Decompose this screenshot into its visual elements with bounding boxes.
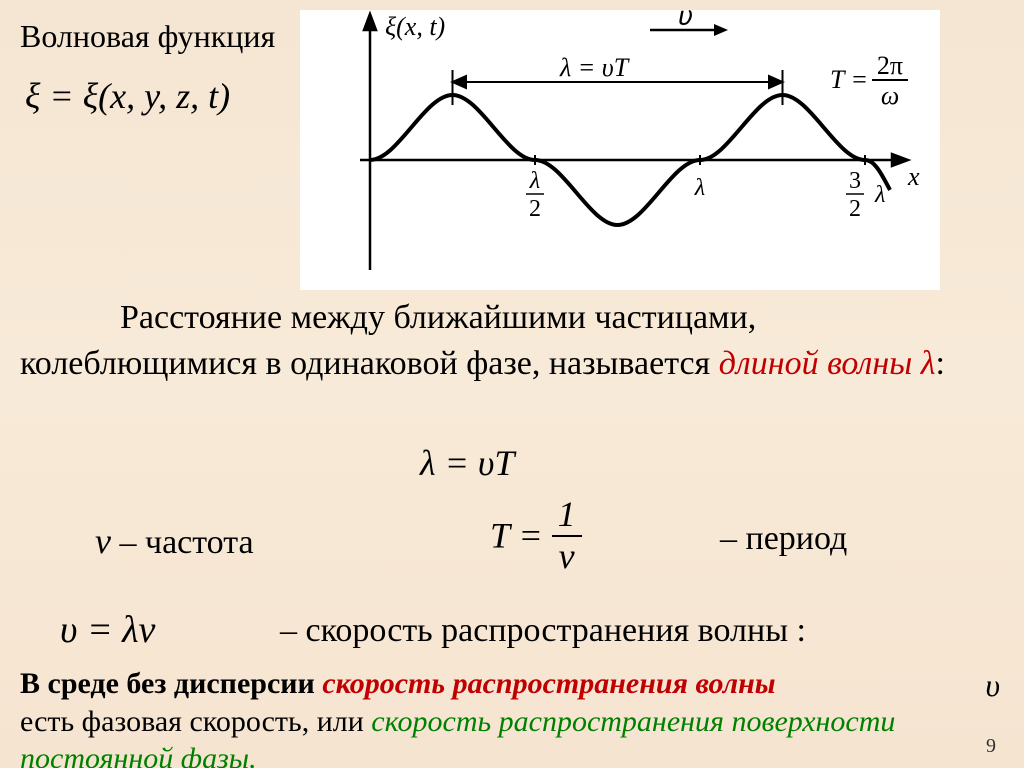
y-axis-label: ξ(x, t) bbox=[385, 12, 445, 41]
lambda-formula: λ = υT bbox=[420, 442, 514, 484]
wavelength-label: λ = υT bbox=[559, 53, 630, 82]
definition-text: Расстояние между ближайшими частицами, к… bbox=[20, 295, 1000, 387]
svg-text:T =: T = bbox=[830, 65, 868, 94]
frequency-label: ν – частота bbox=[95, 520, 254, 562]
slide: Волновая функция ξ = ξ(x, y, z, t) ξ(x, … bbox=[0, 0, 1024, 768]
svg-text:2: 2 bbox=[849, 196, 861, 222]
definition-body: Расстояние между ближайшими частицами, к… bbox=[20, 299, 756, 382]
svg-text:λ: λ bbox=[874, 182, 885, 208]
x-axis-label: x bbox=[907, 162, 920, 191]
wave-function-formula: ξ = ξ(x, y, z, t) bbox=[25, 75, 230, 117]
svg-text:λ: λ bbox=[694, 175, 705, 201]
definition-highlight: длиной волны λ bbox=[719, 345, 936, 382]
svg-text:υ⃗: υ⃗ bbox=[678, 10, 694, 31]
wave-chart: ξ(x, t) υ⃗ λ = υT T = 2π ω x bbox=[300, 10, 940, 290]
dispersion-text: В среде без дисперсии скорость распростр… bbox=[20, 665, 1000, 768]
svg-text:3: 3 bbox=[849, 168, 861, 194]
title: Волновая функция bbox=[20, 18, 275, 55]
period-label: – период bbox=[720, 520, 847, 558]
speed-formula: υ = λν bbox=[60, 608, 155, 652]
svg-text:λ: λ bbox=[529, 168, 540, 194]
svg-text:ω: ω bbox=[881, 81, 899, 110]
svg-text:2π: 2π bbox=[877, 51, 903, 80]
svg-text:2: 2 bbox=[529, 196, 541, 222]
upsilon-symbol: υ bbox=[985, 665, 1000, 705]
speed-label: – скорость распространения волны : bbox=[280, 612, 806, 650]
page-number: 9 bbox=[986, 735, 996, 758]
period-formula-body: T = 1 ν bbox=[490, 495, 582, 576]
